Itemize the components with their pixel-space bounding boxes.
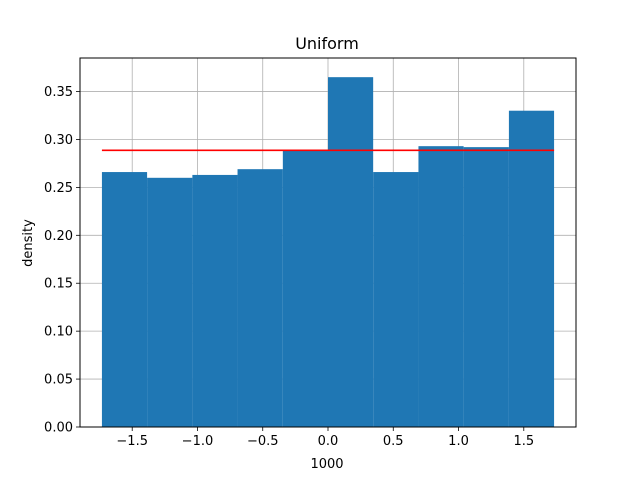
x-tick-label: 0.5 xyxy=(383,434,404,449)
y-tick-label: 0.30 xyxy=(44,133,73,148)
x-axis-label: 1000 xyxy=(310,457,343,472)
x-tick-label: −1.0 xyxy=(182,434,214,449)
histogram-bar xyxy=(282,150,328,428)
x-tick-label: −0.5 xyxy=(247,434,279,449)
chart-title: Uniform xyxy=(295,34,359,53)
histogram-bar xyxy=(192,174,238,427)
histogram-bar xyxy=(101,172,148,427)
histogram-bar xyxy=(373,172,419,427)
y-axis-label: density xyxy=(21,219,36,267)
histogram-bar xyxy=(237,169,283,428)
x-tick-label: 0.0 xyxy=(318,434,339,449)
bars-layer xyxy=(101,77,555,428)
x-tick-label: −1.5 xyxy=(116,434,148,449)
histogram-bar xyxy=(508,110,555,427)
y-tick-label: 0.35 xyxy=(44,85,73,100)
histogram-bar xyxy=(147,177,193,427)
y-tick-label: 0.05 xyxy=(44,373,73,388)
y-tick-label: 0.00 xyxy=(44,421,73,436)
x-tick-label: 1.5 xyxy=(513,434,534,449)
histogram-bar xyxy=(328,77,374,428)
y-tick-label: 0.25 xyxy=(44,181,73,196)
y-tick-label: 0.15 xyxy=(44,277,73,292)
ticks-layer: −1.5 −1.0 −0.5 0.0 0.5 1.0 1.5 0.00 0.05 0.10 0.15… xyxy=(44,85,534,449)
x-tick-label: 1.0 xyxy=(448,434,469,449)
histogram-bar xyxy=(418,146,464,427)
y-tick-label: 0.10 xyxy=(44,325,73,340)
y-tick-label: 0.20 xyxy=(44,229,73,244)
histogram-bar xyxy=(463,147,509,427)
